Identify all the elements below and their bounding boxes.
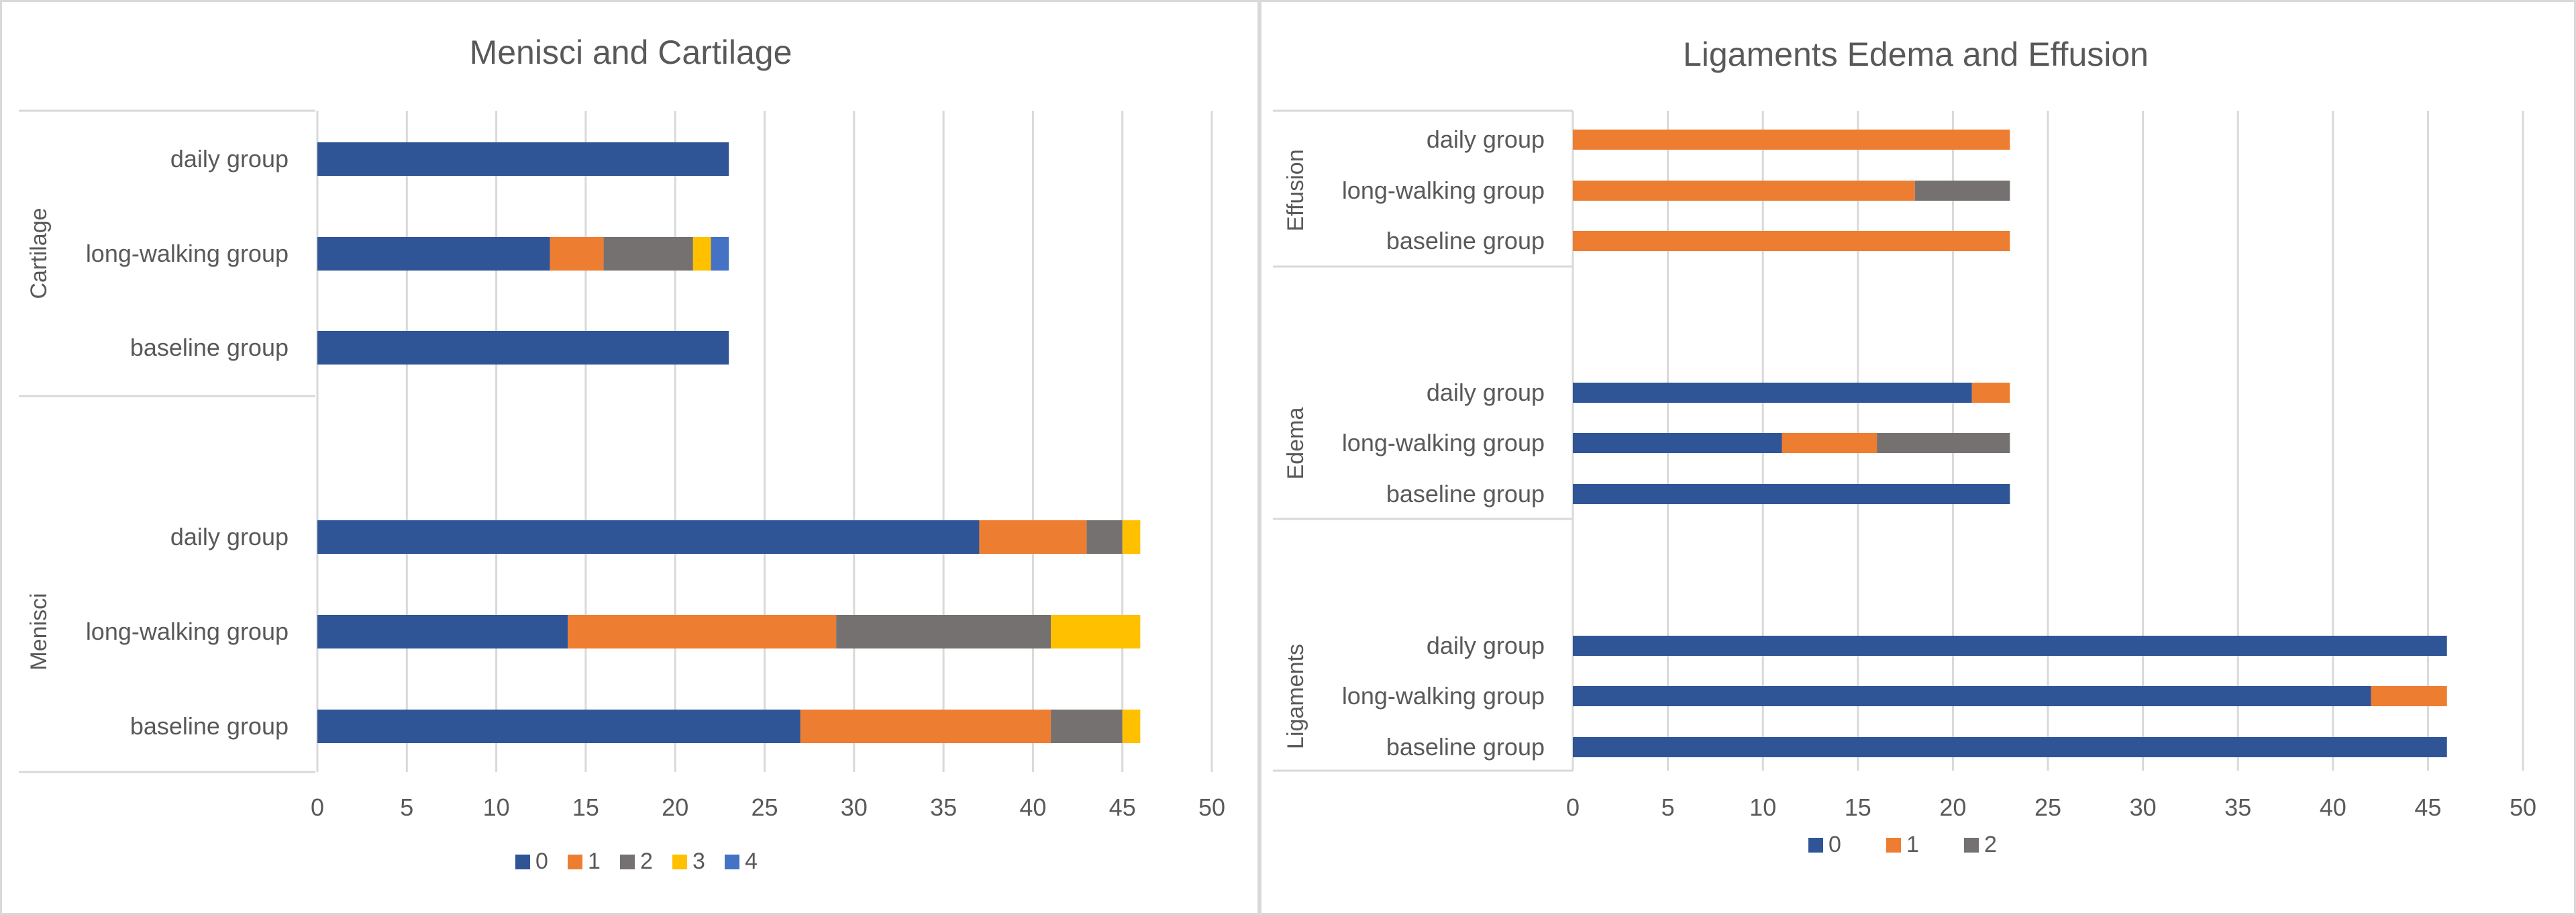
- bar-segment-score-0: [1573, 737, 2447, 757]
- x-tick-label: 10: [1749, 793, 1776, 821]
- bar-segment-score-3: [1051, 615, 1141, 648]
- row-label: daily group: [1427, 632, 1545, 659]
- chart-title: Menisci and Cartilage: [470, 34, 792, 71]
- chart-panel-ligaments-edema-effusion: [1259, 0, 2576, 915]
- x-tick-label: 5: [400, 793, 413, 821]
- row-label: baseline group: [130, 712, 289, 740]
- group-label-ligaments: Ligaments: [1283, 644, 1308, 749]
- legend-swatch-2: [620, 855, 635, 869]
- row-label: daily group: [170, 523, 289, 550]
- bar-segment-score-0: [1573, 433, 1782, 453]
- legend-label-0: 0: [1828, 832, 1841, 857]
- bar-segment-score-0: [317, 142, 729, 176]
- row-label: long-walking group: [1342, 177, 1545, 204]
- bar-segment-score-0: [317, 520, 980, 554]
- x-tick-label: 15: [572, 793, 599, 821]
- x-tick-label: 25: [2034, 793, 2061, 821]
- row-label: long-walking group: [1342, 682, 1545, 710]
- x-tick-label: 35: [2224, 793, 2251, 821]
- row-label: daily group: [1427, 379, 1545, 406]
- bar-segment-score-0: [1573, 484, 2010, 504]
- bar-segment-score-1: [568, 615, 837, 648]
- row-label: long-walking group: [86, 240, 289, 267]
- x-tick-label: 45: [2414, 793, 2441, 821]
- legend-swatch-1: [1886, 838, 1901, 853]
- x-tick-label: 0: [311, 793, 324, 821]
- bar-segment-score-0: [1573, 686, 2371, 706]
- row-label: daily group: [1427, 126, 1545, 153]
- x-tick-label: 0: [1566, 793, 1580, 821]
- group-label-edema: Edema: [1283, 407, 1308, 480]
- legend-label-4: 4: [745, 849, 758, 874]
- bar-segment-score-3: [692, 237, 711, 271]
- group-label-cartilage: Cartilage: [26, 207, 52, 299]
- row-label: baseline group: [1386, 480, 1545, 508]
- bar-segment-score-0: [1573, 383, 1972, 403]
- legend-swatch-2: [1964, 838, 1979, 853]
- x-tick-label: 40: [2320, 793, 2347, 821]
- x-tick-label: 40: [1019, 793, 1046, 821]
- bar-segment-score-1: [979, 520, 1087, 554]
- legend-swatch-0: [515, 855, 530, 869]
- bar-segment-score-0: [317, 237, 550, 271]
- row-label: baseline group: [1386, 733, 1545, 761]
- bar-segment-score-2: [1914, 181, 2010, 201]
- bar-segment-score-2: [1086, 520, 1123, 554]
- x-tick-label: 25: [751, 793, 778, 821]
- bar-segment-score-1: [1573, 231, 2010, 251]
- legend-label-1: 1: [1906, 832, 1919, 857]
- group-label-menisci: Menisci: [26, 593, 52, 670]
- legend-swatch-0: [1808, 838, 1823, 853]
- bar-segment-score-1: [550, 237, 604, 271]
- bar-segment-score-1: [1573, 130, 2010, 150]
- x-tick-label: 30: [841, 793, 868, 821]
- x-tick-label: 50: [2510, 793, 2536, 821]
- chart-title: Ligaments Edema and Effusion: [1683, 36, 2149, 73]
- bar-segment-score-2: [603, 237, 693, 271]
- legend-swatch-1: [568, 855, 582, 869]
- bar-segment-score-3: [1122, 520, 1141, 554]
- bar-segment-score-2: [836, 615, 1051, 648]
- bar-segment-score-1: [800, 710, 1051, 743]
- bar-segment-score-1: [1971, 383, 2010, 403]
- x-tick-label: 45: [1109, 793, 1136, 821]
- bar-segment-score-1: [1573, 181, 1915, 201]
- x-tick-label: 10: [483, 793, 510, 821]
- x-tick-label: 5: [1661, 793, 1675, 821]
- x-tick-label: 15: [1845, 793, 1871, 821]
- legend-swatch-3: [672, 855, 687, 869]
- bar-segment-score-2: [1877, 433, 2010, 453]
- x-tick-label: 50: [1198, 793, 1225, 821]
- bar-segment-score-3: [1122, 710, 1141, 743]
- row-label: baseline group: [130, 334, 289, 361]
- row-label: baseline group: [1386, 227, 1545, 254]
- bar-segment-score-0: [1573, 636, 2447, 656]
- row-label: long-walking group: [1342, 429, 1545, 456]
- bar-segment-score-0: [317, 331, 729, 365]
- legend-label-2: 2: [640, 849, 653, 874]
- legend-label-3: 3: [692, 849, 705, 874]
- x-tick-label: 30: [2130, 793, 2157, 821]
- legend-label-1: 1: [588, 849, 601, 874]
- x-tick-label: 35: [930, 793, 957, 821]
- legend-label-2: 2: [1984, 832, 1997, 857]
- x-tick-label: 20: [662, 793, 688, 821]
- bar-segment-score-0: [317, 710, 801, 743]
- group-label-effusion: Effusion: [1283, 149, 1308, 231]
- x-tick-label: 20: [1939, 793, 1966, 821]
- bar-segment-score-0: [317, 615, 568, 648]
- row-label: long-walking group: [86, 618, 289, 645]
- bar-segment-score-1: [2371, 686, 2447, 706]
- legend-label-0: 0: [535, 849, 548, 874]
- bar-segment-score-4: [711, 237, 729, 271]
- bar-segment-score-2: [1051, 710, 1123, 743]
- legend-swatch-4: [725, 855, 739, 869]
- row-label: daily group: [170, 145, 289, 173]
- bar-segment-score-1: [1782, 433, 1877, 453]
